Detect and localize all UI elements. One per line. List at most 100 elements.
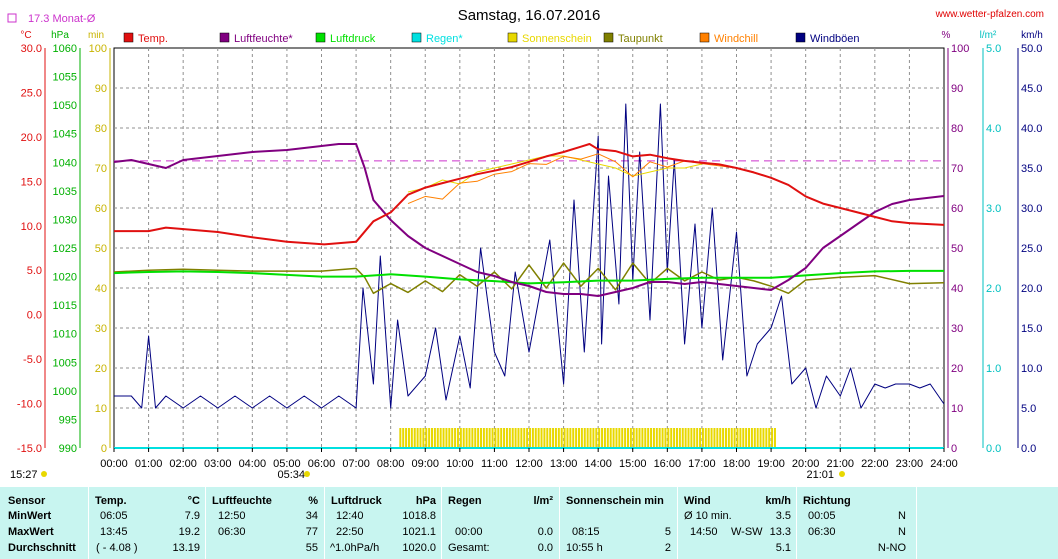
series-line-windböen (114, 103, 945, 409)
tick-label-rain: 1.0 (986, 363, 1001, 375)
header-humidity-unit: % (308, 495, 318, 507)
sunshine-bar (531, 428, 534, 448)
tick-label-sun: 30 (95, 323, 107, 335)
sunshine-bar (664, 428, 667, 448)
tick-label-rain: 3.0 (986, 203, 1001, 215)
sunshine-bar (745, 428, 748, 448)
tick-label-pressure: 1025 (53, 243, 77, 255)
legend-label: Taupunkt (618, 33, 663, 45)
max-wind-dir: W-SW (731, 526, 763, 538)
max-hum: 77 (305, 526, 318, 538)
sunshine-bar (433, 428, 436, 448)
site-link[interactable]: www.wetter-pfalzen.com (935, 9, 1044, 20)
tick-label-humidity: 80 (951, 123, 963, 135)
tick-label-pressure: 1045 (53, 129, 77, 141)
sunshine-bar (399, 428, 402, 448)
sunshine-bar (560, 428, 563, 448)
sunshine-bar (474, 428, 477, 448)
sunshine-bar (750, 428, 753, 448)
sunshine-bar (730, 428, 733, 448)
rain-axis-unit: l/m² (980, 30, 997, 41)
sunshine-bar (762, 428, 765, 448)
sunshine-bar (615, 428, 618, 448)
sunshine-bar (554, 428, 557, 448)
humidity-axis-unit: % (942, 30, 951, 41)
sunshine-bar (566, 428, 569, 448)
sunshine-bar (413, 428, 416, 448)
tick-label-temp: 25.0 (21, 87, 42, 99)
x-tick-label: 18:00 (723, 458, 751, 470)
avg-press: 1020.0 (402, 542, 436, 554)
sunshine-bar (471, 428, 474, 448)
x-tick-label: 21:00 (826, 458, 854, 470)
avg-temp-note: ( - 4.08 ) (96, 542, 138, 554)
tick-label-humidity: 90 (951, 83, 963, 95)
sunshine-bar (753, 428, 756, 448)
sunshine-bar (644, 428, 647, 448)
sunshine-bar (586, 428, 589, 448)
sunshine-bar (439, 428, 442, 448)
sunshine-bar (748, 428, 751, 448)
series-line-temp (114, 143, 945, 246)
tick-label-wind: 20.0 (1021, 283, 1042, 295)
series-line-luftdruck (113, 269, 944, 285)
sunshine-bar (759, 428, 762, 448)
sunshine-bar (477, 428, 480, 448)
sunshine-bar (699, 428, 702, 448)
sunshine-bars (399, 428, 776, 448)
tick-label-pressure: 1030 (53, 214, 77, 226)
sunshine-bar (632, 428, 635, 448)
x-tick-label: 15:00 (619, 458, 647, 470)
x-axis: 00:00 01:00 02:00 03:00 04:00 05:00 06:00 07:00… (100, 448, 958, 470)
sunshine-bar (468, 428, 471, 448)
sunshine-bar (482, 428, 485, 448)
tick-label-sun: 90 (95, 83, 107, 95)
sunshine-bar (557, 428, 560, 448)
x-tick-label: 14:00 (584, 458, 612, 470)
sunshine-bar (733, 428, 736, 448)
sunshine-bar (595, 428, 598, 448)
tick-label-pressure: 1010 (53, 329, 77, 341)
sunshine-bar (537, 428, 540, 448)
max-dir-time: 06:30 (808, 526, 836, 538)
sunshine-bar (577, 428, 580, 448)
avg-temp: 13.19 (172, 542, 200, 554)
sunshine-bar (526, 428, 529, 448)
sunshine-bar (419, 428, 422, 448)
min-wind: 3.5 (775, 510, 791, 522)
sunshine-bar (563, 428, 566, 448)
max-press: 1021.1 (402, 526, 436, 538)
sunshine-bar (687, 428, 690, 448)
max-wind-time: 14:50 (690, 526, 718, 538)
sunshine-bar (546, 428, 549, 448)
avg-hum: 55 (305, 542, 318, 554)
min-dir-time: 00:05 (808, 510, 836, 522)
tick-label-wind: 40.0 (1021, 123, 1042, 135)
sunshine-bar (598, 428, 601, 448)
sunshine-bar (690, 428, 693, 448)
tick-label-pressure: 1040 (53, 157, 77, 169)
sunshine-bar (459, 428, 462, 448)
x-tick-label: 08:00 (377, 458, 405, 470)
left-axes: 30.0 25.0 20.0 15.0 10.0 5.0 0.0 -5.0 -10.0 -15.0… (17, 43, 111, 455)
x-tick-label: 10:00 (446, 458, 474, 470)
tick-label-humidity: 10 (951, 403, 963, 415)
x-tick-label: 00:00 (100, 458, 128, 470)
series-line-windchill (407, 153, 772, 205)
sunshine-bar (742, 428, 745, 448)
tick-label-sun: 50 (95, 243, 107, 255)
sunshine-bar (500, 428, 503, 448)
x-tick-label: 01:00 (135, 458, 163, 470)
sunshine-bar (416, 428, 419, 448)
header-rain: Regen (448, 495, 482, 507)
sunshine-bar (405, 428, 408, 448)
sunshine-bar (454, 428, 457, 448)
header-direction: Richtung (803, 495, 851, 507)
tick-label-temp: 10.0 (21, 221, 42, 233)
sunshine-bar (606, 428, 609, 448)
sunshine-bar (402, 428, 405, 448)
legend-label: Windböen (810, 33, 860, 45)
sunshine-bar (456, 428, 459, 448)
tick-label-rain: 5.0 (986, 43, 1001, 55)
x-tick-label: 17:00 (688, 458, 716, 470)
